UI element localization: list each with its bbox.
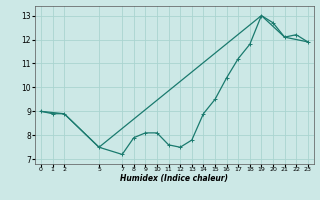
X-axis label: Humidex (Indice chaleur): Humidex (Indice chaleur) (120, 174, 228, 183)
